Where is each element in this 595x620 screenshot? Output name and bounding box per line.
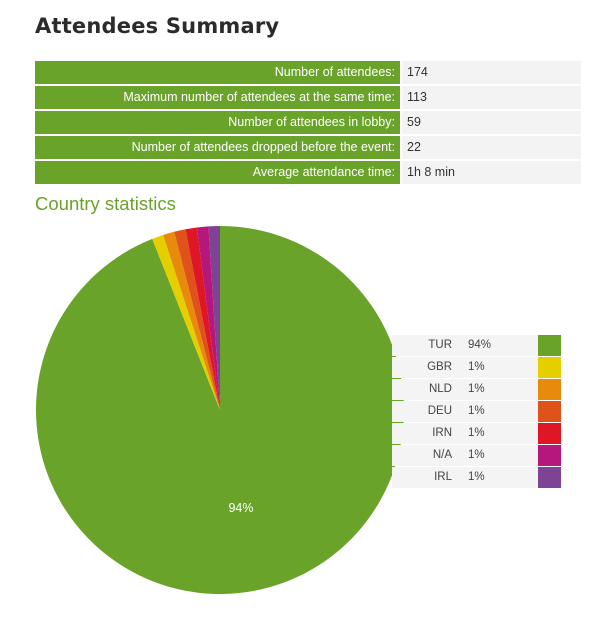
legend-item: TUR 94%: [392, 334, 561, 356]
pie-slice-deu: [174, 229, 220, 410]
summary-label: Number of attendees in lobby:: [35, 111, 400, 134]
summary-value: 22: [402, 136, 581, 159]
summary-table: Number of attendees: 174 Maximum number …: [35, 61, 581, 186]
pie-slice-label: 94%: [228, 501, 253, 515]
legend-percentage: 1%: [468, 471, 485, 483]
summary-value: 113: [402, 86, 581, 109]
legend-item: NLD 1%: [392, 378, 561, 400]
legend-item: GBR 1%: [392, 356, 561, 378]
legend-country-code: TUR: [428, 339, 452, 351]
pie-slice-n-a: [196, 226, 220, 410]
legend-color-swatch: [538, 466, 561, 488]
legend-country-code: N/A: [432, 449, 452, 461]
legend-country-code: DEU: [427, 405, 452, 417]
summary-row: Number of attendees dropped before the e…: [35, 136, 581, 159]
legend-item: IRL 1%: [392, 466, 561, 488]
legend-percentage: 1%: [468, 383, 485, 395]
summary-label: Maximum number of attendees at the same …: [35, 86, 400, 109]
pie-slice-irl: [208, 226, 220, 410]
legend-color-swatch: [538, 444, 561, 466]
summary-row: Average attendance time: 1h 8 min: [35, 161, 581, 184]
chart-legend: TUR 94% GBR 1% NLD 1% DEU 1% IRN 1% N/A 1% IRL 1%: [392, 334, 561, 488]
legend-percentage: 1%: [468, 427, 485, 439]
legend-color-swatch: [538, 422, 561, 444]
pie-slice-nld: [163, 231, 220, 410]
legend-country-code: NLD: [428, 383, 452, 395]
legend-item: IRN 1%: [392, 422, 561, 444]
legend-color-swatch: [538, 334, 561, 356]
country-statistics-title: Country statistics: [35, 193, 176, 214]
summary-label: Average attendance time:: [35, 161, 400, 184]
summary-value: 1h 8 min: [402, 161, 581, 184]
country-pie-chart: 94%: [36, 226, 405, 594]
legend-percentage: 1%: [468, 449, 485, 461]
summary-row: Number of attendees: 174: [35, 61, 581, 84]
legend-country-code: IRL: [434, 471, 452, 483]
pie-slice-irn: [185, 227, 220, 410]
pie-slice-gbr: [152, 235, 220, 410]
legend-country-code: IRN: [432, 427, 452, 439]
summary-value: 59: [402, 111, 581, 134]
legend-color-swatch: [538, 356, 561, 378]
legend-percentage: 1%: [468, 361, 485, 373]
legend-color-swatch: [538, 378, 561, 400]
pie-slice-tur: [36, 226, 405, 594]
page-title: Attendees Summary: [35, 14, 280, 38]
summary-value: 174: [402, 61, 581, 84]
legend-country-code: GBR: [427, 361, 452, 373]
summary-row: Maximum number of attendees at the same …: [35, 86, 581, 109]
legend-color-swatch: [538, 400, 561, 422]
summary-label: Number of attendees dropped before the e…: [35, 136, 400, 159]
legend-percentage: 1%: [468, 405, 485, 417]
legend-percentage: 94%: [468, 339, 492, 351]
legend-item: DEU 1%: [392, 400, 561, 422]
summary-row: Number of attendees in lobby: 59: [35, 111, 581, 134]
legend-item: N/A 1%: [392, 444, 561, 466]
summary-label: Number of attendees:: [35, 61, 400, 84]
